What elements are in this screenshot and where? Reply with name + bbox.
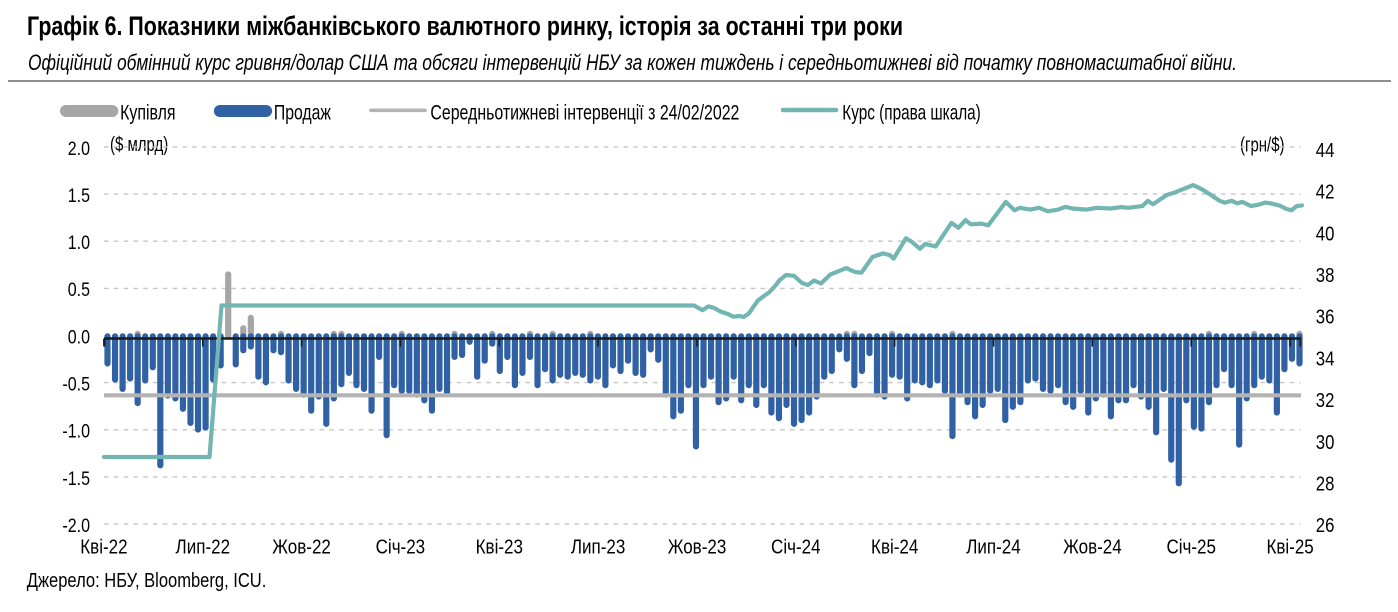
svg-text:32: 32 bbox=[1316, 389, 1335, 412]
svg-text:40: 40 bbox=[1316, 222, 1335, 245]
svg-text:Джерело: НБУ, Bloomberg, ICU.: Джерело: НБУ, Bloomberg, ICU. bbox=[27, 569, 266, 592]
svg-text:26: 26 bbox=[1316, 514, 1335, 537]
svg-text:42: 42 bbox=[1316, 181, 1335, 204]
svg-text:Жов-22: Жов-22 bbox=[272, 536, 331, 559]
svg-text:28: 28 bbox=[1316, 473, 1335, 496]
svg-text:Продаж: Продаж bbox=[274, 101, 331, 125]
svg-text:Січ-23: Січ-23 bbox=[376, 536, 426, 559]
svg-text:Січ-25: Січ-25 bbox=[1166, 536, 1216, 559]
svg-text:Січ-24: Січ-24 bbox=[771, 536, 821, 559]
svg-text:Середньотижневі інтервенції з: Середньотижневі інтервенції з 24/02/2022 bbox=[430, 101, 739, 125]
svg-text:-0.5: -0.5 bbox=[62, 374, 90, 396]
svg-text:Жов-24: Жов-24 bbox=[1063, 536, 1122, 559]
svg-text:2.0: 2.0 bbox=[68, 138, 90, 160]
svg-text:Жов-23: Жов-23 bbox=[668, 536, 727, 559]
svg-text:Кві-23: Кві-23 bbox=[476, 536, 523, 559]
svg-text:36: 36 bbox=[1316, 306, 1335, 329]
svg-text:(грн/$): (грн/$) bbox=[1240, 135, 1285, 157]
svg-text:30: 30 bbox=[1316, 431, 1335, 454]
svg-text:-1.0: -1.0 bbox=[62, 421, 90, 443]
svg-text:1.0: 1.0 bbox=[68, 232, 90, 254]
svg-text:Офіційний обмінний курс гривня: Офіційний обмінний курс гривня/долар США… bbox=[28, 50, 1237, 75]
svg-text:0.0: 0.0 bbox=[68, 326, 90, 348]
svg-text:($ млрд): ($ млрд) bbox=[110, 134, 168, 156]
svg-text:Курс (права шкала): Курс (права шкала) bbox=[842, 101, 981, 125]
svg-text:Кві-25: Кві-25 bbox=[1266, 536, 1313, 559]
svg-text:-1.5: -1.5 bbox=[62, 468, 90, 490]
svg-text:1.5: 1.5 bbox=[68, 185, 90, 207]
svg-text:Графік 6. Показники міжбанківс: Графік 6. Показники міжбанківського валю… bbox=[27, 11, 903, 41]
svg-text:Лип-24: Лип-24 bbox=[966, 536, 1021, 559]
svg-text:Купівля: Купівля bbox=[120, 101, 175, 125]
svg-text:-2.0: -2.0 bbox=[62, 515, 90, 537]
svg-text:38: 38 bbox=[1316, 264, 1335, 287]
svg-text:0.5: 0.5 bbox=[68, 279, 90, 301]
svg-text:34: 34 bbox=[1316, 347, 1335, 370]
svg-text:Лип-22: Лип-22 bbox=[176, 536, 231, 559]
svg-text:44: 44 bbox=[1316, 139, 1335, 162]
svg-text:Лип-23: Лип-23 bbox=[571, 536, 626, 559]
svg-text:Кві-24: Кві-24 bbox=[871, 536, 918, 559]
svg-text:Кві-22: Кві-22 bbox=[80, 536, 127, 559]
